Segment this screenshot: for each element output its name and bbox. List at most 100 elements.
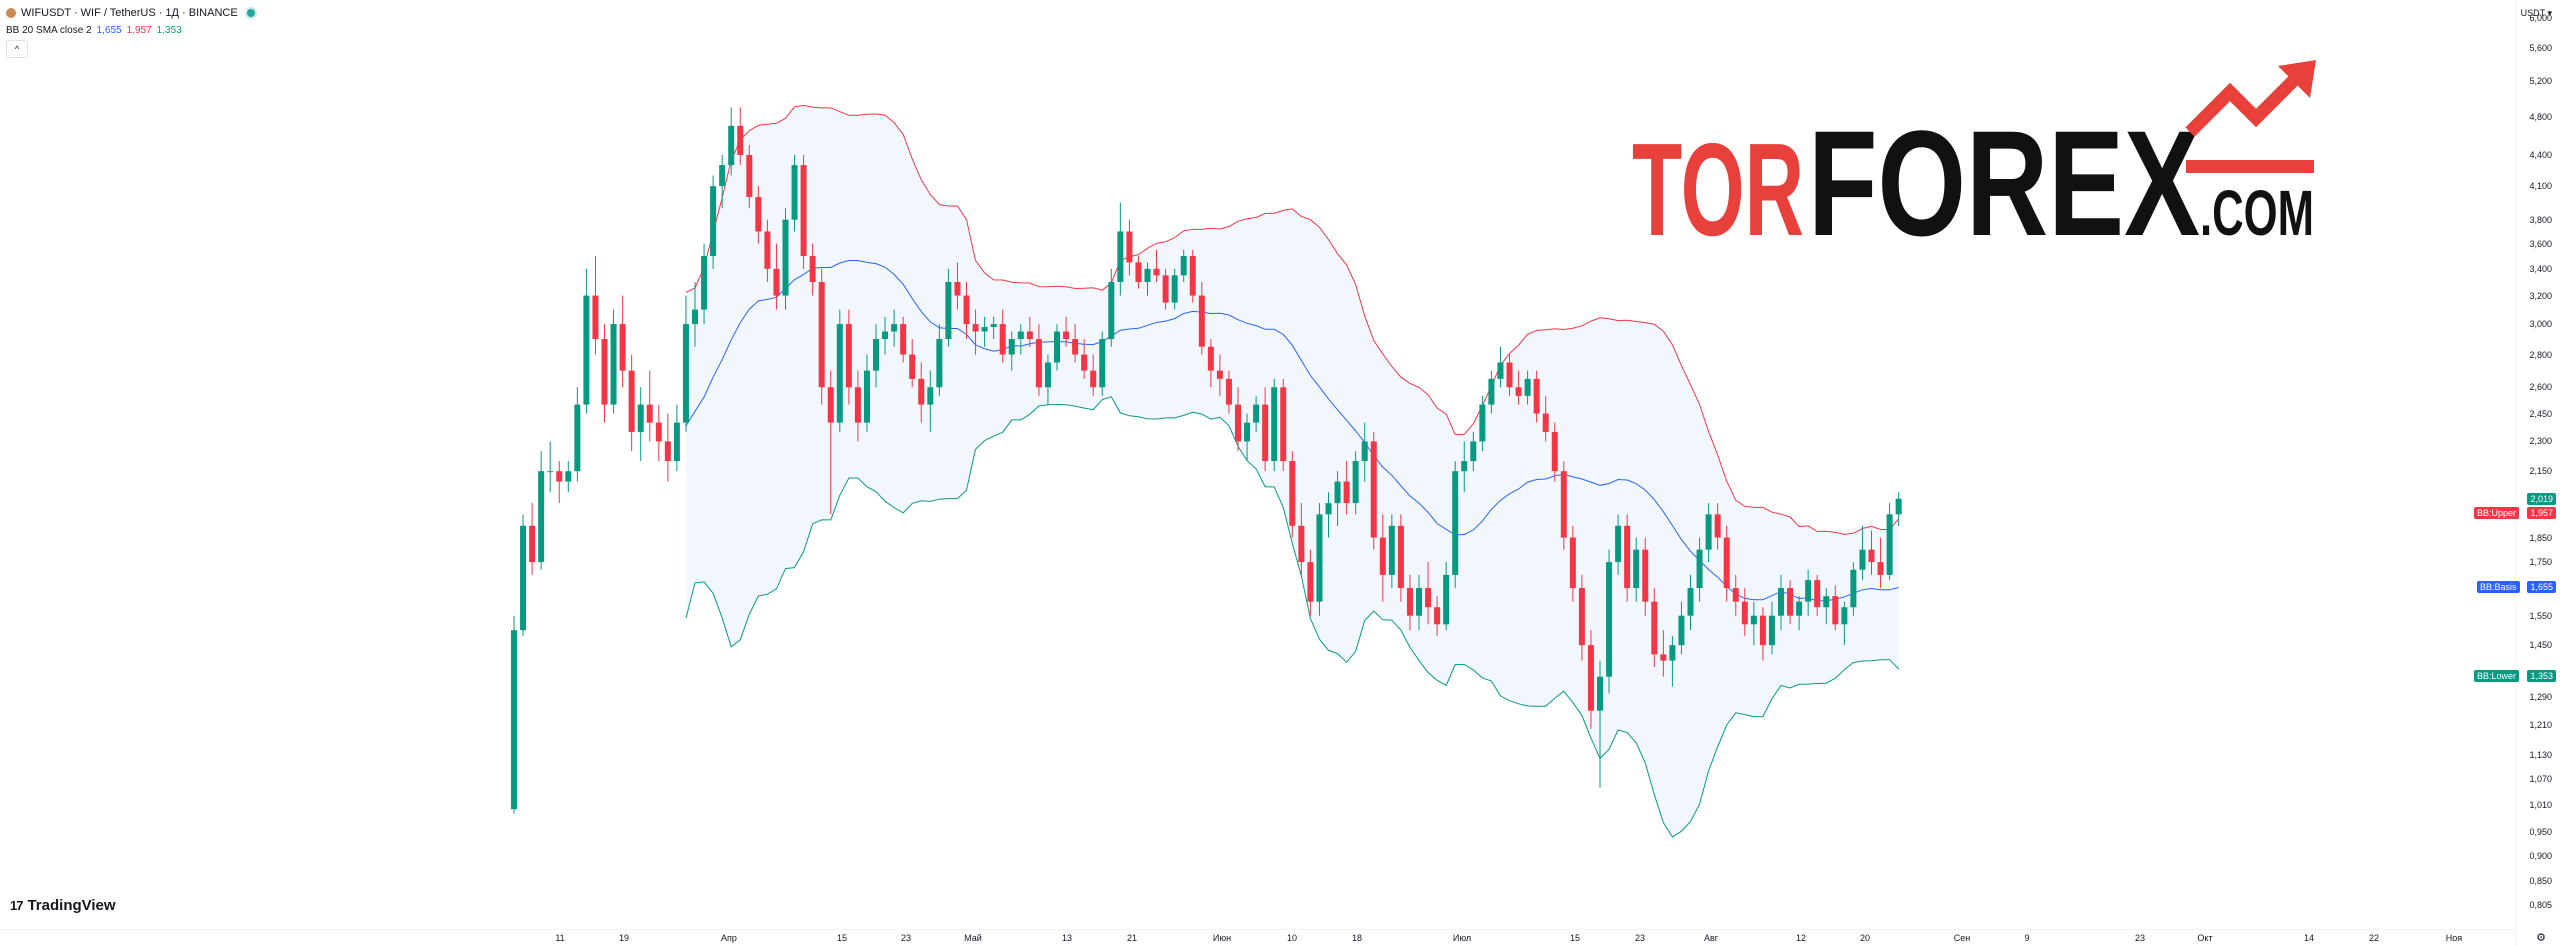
candle-body — [854, 387, 861, 423]
time-tick: 15 — [1569, 933, 1581, 943]
candle-body — [1877, 562, 1884, 575]
candle-body — [791, 165, 798, 220]
price-tick: 0,900 — [2529, 850, 2552, 861]
price-tick: 2,300 — [2529, 436, 2552, 447]
candle-body — [1035, 339, 1042, 388]
candle-body — [1225, 378, 1232, 405]
indicator-lower-value: 1,353 — [156, 25, 182, 36]
candle-body — [981, 327, 988, 332]
candle-body — [655, 422, 662, 442]
collapse-legend-button[interactable]: ^ — [6, 40, 28, 58]
time-tick: Июн — [1212, 933, 1232, 943]
price-tick: 4,100 — [2529, 181, 2552, 192]
time-tick: Ноя — [2445, 933, 2463, 943]
price-tick: 0,950 — [2529, 826, 2552, 837]
indicator-legend[interactable]: BB 20 SMA close 2 1,655 1,957 1,353 — [6, 25, 182, 36]
candle-body — [719, 165, 726, 187]
candle-body — [1497, 362, 1504, 379]
candle-body — [773, 268, 780, 296]
price-tick: 3,000 — [2529, 319, 2552, 330]
tradingview-logo[interactable]: 17 TradingView — [10, 897, 116, 914]
price-tick: 1,750 — [2529, 557, 2552, 568]
candle-body — [1850, 569, 1857, 608]
candle-body — [1081, 354, 1088, 371]
bb-basis-label: BB:Basis — [2477, 580, 2520, 593]
candle-body — [1090, 370, 1097, 388]
settings-gear-icon[interactable]: ⚙ — [2536, 932, 2546, 944]
candle-body — [1796, 601, 1803, 616]
indicator-basis-value: 1,655 — [96, 25, 122, 36]
candle-body — [764, 231, 771, 269]
candles-group — [511, 107, 1902, 814]
candle-body — [1026, 331, 1033, 340]
candle-body — [1044, 362, 1051, 388]
watermark-forex: FOREX — [1808, 99, 2200, 250]
candle-body — [1651, 601, 1658, 655]
candle-body — [1678, 615, 1685, 646]
candle-body — [1669, 645, 1676, 661]
coin-icon — [6, 8, 16, 18]
candle-body — [945, 281, 952, 340]
candle-body — [1732, 588, 1739, 602]
candle-body — [782, 219, 789, 296]
currency-selector[interactable]: USDT ▾ — [2520, 8, 2552, 18]
last-price-badge: 2,019 — [2527, 492, 2556, 505]
candle-body — [1778, 588, 1784, 616]
candle-body — [1841, 607, 1848, 625]
candle-body — [1470, 441, 1477, 462]
candle-body — [1370, 441, 1377, 538]
bb-basis-badge: 1,655 — [2527, 580, 2556, 593]
candle-body — [1479, 404, 1486, 442]
price-tick: 3,600 — [2529, 238, 2552, 249]
candle-body — [610, 324, 617, 405]
candle-body — [963, 295, 970, 325]
time-tick: 22 — [2368, 933, 2380, 943]
candle-body — [1099, 339, 1106, 388]
candle-body — [737, 125, 744, 155]
candle-body — [1768, 615, 1775, 646]
candle-body — [1017, 331, 1024, 340]
candle-body — [1506, 362, 1513, 388]
candle-body — [1144, 268, 1151, 282]
candle-body — [1741, 601, 1748, 625]
time-axis[interactable]: 11 19 Апр 15 23 Май 13 21 Июн 10 18 Июл 15 23 Авг 12 20 С… — [0, 929, 2516, 946]
candle-body — [1216, 370, 1223, 379]
candle-body — [574, 404, 581, 472]
time-tick: Апр — [721, 933, 737, 943]
candle-body — [827, 387, 834, 423]
candle-body — [1289, 461, 1296, 526]
time-tick: Сен — [1953, 933, 1971, 943]
symbol-header: WIFUSDT · WIF / TetherUS · 1Д · BINANCE — [6, 6, 255, 20]
candle-body — [1325, 503, 1332, 515]
candle-body — [1361, 441, 1368, 462]
bollinger-lower-line — [685, 396, 1900, 838]
candle-body — [972, 324, 979, 332]
candle-body — [1705, 514, 1712, 550]
candle-body — [1832, 596, 1839, 625]
candle-body — [1687, 588, 1694, 616]
time-tick: 11 — [555, 933, 565, 943]
price-tick: 4,800 — [2529, 111, 2552, 122]
price-tick: 3,200 — [2529, 290, 2552, 301]
price-chart[interactable] — [0, 0, 2516, 930]
candle-body — [664, 441, 671, 462]
candle-body — [1162, 275, 1169, 303]
candle-body — [818, 281, 825, 388]
candle-body — [1334, 481, 1341, 504]
symbol-title[interactable]: WIFUSDT · WIF / TetherUS · 1Д · BINANCE — [21, 7, 238, 19]
time-tick: 21 — [1126, 933, 1138, 943]
candle-body — [1008, 339, 1015, 355]
price-tick: 5,600 — [2529, 43, 2552, 54]
candle-body — [511, 630, 517, 810]
candle-body — [1189, 256, 1196, 296]
time-tick: 10 — [1286, 933, 1298, 943]
candle-body — [1316, 514, 1323, 602]
candle-body — [1343, 481, 1350, 504]
price-axis[interactable]: USDT ▾ 6,000 5,600 5,200 4,800 4,400 4,100 3,8… — [2515, 0, 2560, 946]
bollinger-upper-line — [685, 104, 1900, 535]
price-tick: 1,210 — [2529, 720, 2552, 731]
candle-body — [1406, 588, 1413, 616]
candle-body — [1569, 537, 1576, 589]
watermark-arrowhead-icon — [2278, 60, 2316, 98]
price-tick: 4,400 — [2529, 149, 2552, 160]
